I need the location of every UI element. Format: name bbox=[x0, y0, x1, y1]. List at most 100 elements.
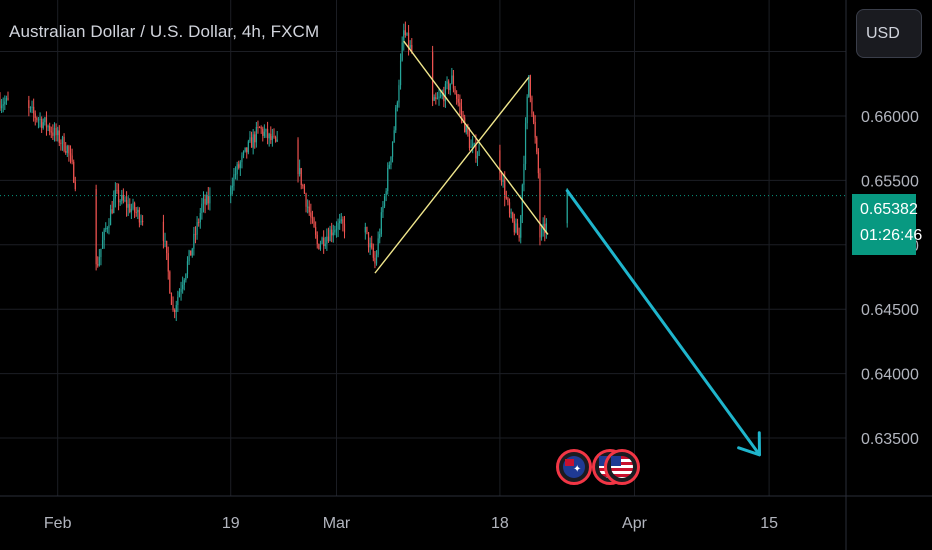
candle-body bbox=[241, 155, 243, 163]
candle-body bbox=[308, 206, 310, 213]
candle-body bbox=[435, 97, 437, 100]
candle-body bbox=[266, 129, 269, 139]
candle-body bbox=[391, 142, 394, 157]
x-tick-label: Apr bbox=[622, 515, 648, 532]
candle-body bbox=[440, 95, 442, 97]
candle-body bbox=[438, 96, 440, 99]
candle-body bbox=[244, 147, 246, 152]
candle-body bbox=[299, 168, 301, 175]
candle-body bbox=[47, 126, 49, 128]
candle-body bbox=[57, 130, 59, 136]
candle-body bbox=[119, 201, 121, 203]
candle-body bbox=[234, 174, 237, 176]
candle-body bbox=[539, 173, 541, 238]
candle-body bbox=[472, 144, 474, 147]
candle-body bbox=[114, 189, 116, 199]
candle-body bbox=[371, 243, 373, 248]
candle-body bbox=[526, 96, 528, 124]
candle-body bbox=[529, 75, 531, 98]
candle-body bbox=[113, 198, 115, 214]
candle-body bbox=[41, 118, 43, 128]
candle-body bbox=[196, 222, 198, 235]
candle-body bbox=[2, 104, 4, 106]
candle-body bbox=[502, 179, 504, 183]
candle-body bbox=[441, 94, 443, 96]
candle-body bbox=[186, 261, 189, 274]
candle-body bbox=[337, 223, 339, 230]
x-tick-label: 19 bbox=[222, 515, 240, 532]
currency-label: USD bbox=[866, 24, 900, 42]
candle-body bbox=[129, 204, 131, 213]
candle-body bbox=[69, 153, 72, 156]
candle-body bbox=[254, 134, 256, 143]
candle-body bbox=[343, 223, 346, 233]
candle-body bbox=[265, 129, 267, 132]
candle-body bbox=[0, 100, 1, 109]
candle-body bbox=[505, 197, 507, 199]
candle-body bbox=[174, 310, 176, 313]
chart-annotations bbox=[0, 40, 846, 457]
candle-body bbox=[231, 185, 233, 188]
candle-body bbox=[331, 229, 333, 236]
candle-body bbox=[513, 221, 515, 233]
candle-body bbox=[403, 30, 405, 43]
candle-body bbox=[105, 228, 107, 230]
candle-body bbox=[534, 121, 536, 138]
candle-body bbox=[162, 221, 165, 242]
candle-body bbox=[268, 133, 270, 139]
candle-body bbox=[401, 42, 403, 61]
candle-body bbox=[545, 223, 547, 233]
candle-body bbox=[140, 221, 142, 223]
candle-body bbox=[382, 206, 384, 213]
candle-body bbox=[106, 228, 108, 230]
candle-body bbox=[540, 228, 543, 238]
candle-body bbox=[321, 237, 323, 244]
usa-flag-icon[interactable] bbox=[604, 449, 640, 485]
candle-body bbox=[470, 146, 472, 149]
candle-body bbox=[307, 206, 309, 208]
candle-body bbox=[387, 168, 389, 192]
candle-body bbox=[366, 227, 368, 233]
candle-body bbox=[449, 83, 451, 91]
candle-body bbox=[383, 195, 386, 207]
candle-body bbox=[233, 174, 235, 186]
candle-body bbox=[260, 127, 262, 129]
candle-body bbox=[125, 200, 128, 208]
candle-body bbox=[500, 173, 503, 183]
candle-body bbox=[74, 182, 76, 190]
candle-body bbox=[201, 203, 203, 214]
x-tick-label: 15 bbox=[760, 515, 778, 532]
candle-body bbox=[236, 164, 238, 175]
candle-body bbox=[323, 237, 325, 247]
candle-body bbox=[364, 227, 366, 233]
candle-body bbox=[454, 88, 456, 95]
last-price-tag: 0.65382 01:26:46 bbox=[852, 194, 922, 255]
candle-body bbox=[230, 187, 232, 197]
candle-body bbox=[390, 156, 392, 166]
candle-body bbox=[191, 248, 193, 256]
candle-body bbox=[28, 100, 30, 108]
candle-body bbox=[73, 161, 75, 183]
candle-body bbox=[374, 257, 376, 264]
candle-body bbox=[246, 147, 248, 153]
candle-body bbox=[369, 243, 371, 248]
candle-body bbox=[182, 284, 184, 290]
candle-body bbox=[166, 240, 168, 254]
candle-body bbox=[524, 123, 527, 164]
candle-body bbox=[242, 151, 245, 156]
candle-body bbox=[95, 189, 97, 265]
candle-body bbox=[116, 189, 118, 191]
candle-body bbox=[523, 163, 525, 185]
candle-body bbox=[258, 127, 261, 129]
currency-button[interactable]: USD bbox=[856, 9, 922, 58]
candle-body bbox=[536, 137, 538, 152]
candle-body bbox=[172, 304, 174, 311]
candle-body bbox=[255, 126, 257, 143]
australia-flag-icon[interactable] bbox=[556, 449, 592, 485]
y-tick-label: 0.65500 bbox=[861, 173, 919, 190]
candle-body bbox=[53, 127, 56, 136]
candle-body bbox=[100, 248, 102, 258]
candle-body bbox=[98, 257, 100, 266]
candle-body bbox=[515, 223, 517, 233]
